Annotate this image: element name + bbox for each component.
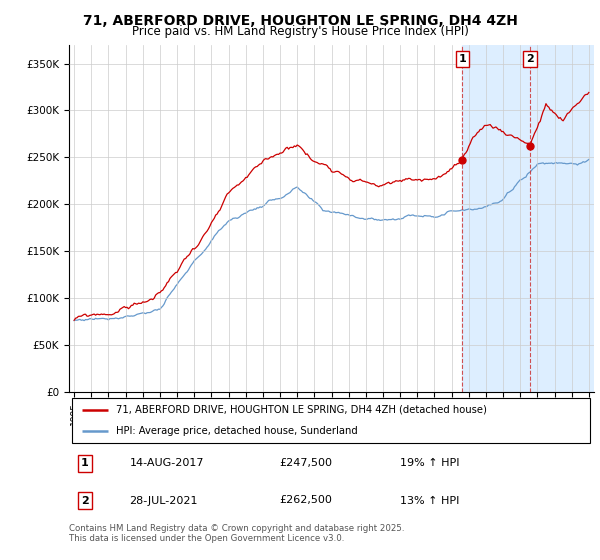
Text: 28-JUL-2021: 28-JUL-2021 <box>130 496 198 506</box>
Text: 2: 2 <box>526 54 534 64</box>
Text: 1: 1 <box>81 459 89 468</box>
Text: 13% ↑ HPI: 13% ↑ HPI <box>400 496 459 506</box>
Text: 14-AUG-2017: 14-AUG-2017 <box>130 459 204 468</box>
Text: 19% ↑ HPI: 19% ↑ HPI <box>400 459 459 468</box>
Text: 1: 1 <box>458 54 466 64</box>
Text: 71, ABERFORD DRIVE, HOUGHTON LE SPRING, DH4 4ZH (detached house): 71, ABERFORD DRIVE, HOUGHTON LE SPRING, … <box>116 405 487 415</box>
Text: Contains HM Land Registry data © Crown copyright and database right 2025.
This d: Contains HM Land Registry data © Crown c… <box>69 524 404 543</box>
Text: £247,500: £247,500 <box>279 459 332 468</box>
Bar <box>462 45 598 392</box>
Text: 71, ABERFORD DRIVE, HOUGHTON LE SPRING, DH4 4ZH: 71, ABERFORD DRIVE, HOUGHTON LE SPRING, … <box>83 14 517 28</box>
Text: Price paid vs. HM Land Registry's House Price Index (HPI): Price paid vs. HM Land Registry's House … <box>131 25 469 38</box>
FancyBboxPatch shape <box>71 398 590 443</box>
Text: £262,500: £262,500 <box>279 496 332 506</box>
Text: 2: 2 <box>81 496 89 506</box>
Text: HPI: Average price, detached house, Sunderland: HPI: Average price, detached house, Sund… <box>116 426 358 436</box>
